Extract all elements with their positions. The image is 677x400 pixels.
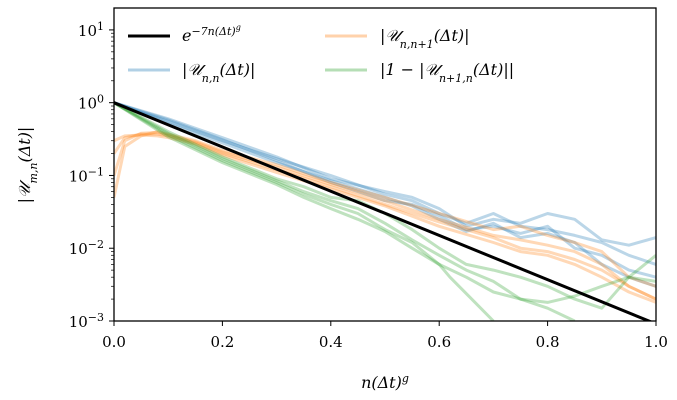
y-axis-label: |𝒰m,n(Δt)| (15, 127, 40, 204)
series-3-curve-3 (114, 101, 656, 304)
legend-label-exp: e−7n(Δt)g (182, 23, 241, 45)
legend: e−7n(Δt)g |𝒰n,n(Δt)| |𝒰n,n+1(Δt)| |1 − |… (128, 23, 514, 85)
plot-frame (113, 7, 657, 322)
y-tick-label-0: 10−3 (69, 311, 104, 332)
series-2-curve-2 (114, 132, 656, 301)
x-tick-label-4: 0.8 (536, 333, 560, 351)
series-1-curve-1 (114, 101, 656, 266)
y-axis: 10−3 10−2 10−1 100 101 (69, 19, 114, 331)
series-0-curve-0 (114, 101, 653, 321)
x-tick-label-1: 0.2 (210, 333, 234, 351)
x-axis-label: n(Δt)g (361, 372, 409, 393)
legend-label-one-minus: |1 − |𝒰n+1,n(Δt)|| (380, 60, 514, 85)
x-tick-label-3: 0.6 (427, 333, 451, 351)
series-3-curve-2 (114, 101, 495, 321)
series-2-curve-1 (114, 130, 656, 301)
series-3-curve-0 (114, 101, 656, 310)
x-tick-label-2: 0.4 (319, 333, 343, 351)
series-2-curve-0 (114, 130, 656, 288)
legend-label-unn1: |𝒰n,n+1(Δt)| (380, 26, 470, 51)
x-tick-label-0: 0.0 (102, 333, 126, 351)
series-layer (114, 101, 656, 321)
y-tick-label-3: 100 (78, 92, 104, 113)
y-tick-label-1: 10−2 (69, 238, 104, 259)
y-tick-label-2: 10−1 (69, 165, 104, 186)
series-3-curve-1 (114, 101, 576, 321)
legend-label-unn: |𝒰n,n(Δt)| (182, 60, 255, 85)
series-1-curve-3 (114, 101, 656, 288)
series-1-curve-0 (114, 101, 656, 247)
series-2-curve-3 (114, 133, 656, 304)
x-tick-label-5: 1.0 (644, 333, 668, 351)
x-axis: 0.0 0.2 0.4 0.6 0.8 1.0 (102, 321, 668, 351)
series-1-curve-2 (114, 101, 656, 279)
y-tick-label-4: 101 (78, 19, 104, 40)
